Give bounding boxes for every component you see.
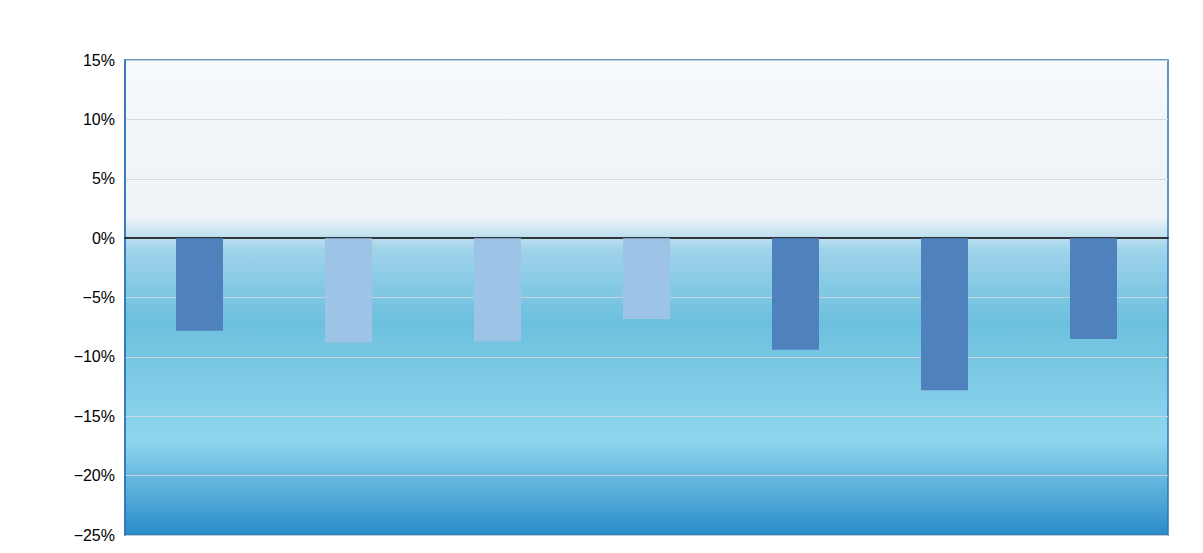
svg-text:−15%: −15%: [74, 408, 115, 425]
svg-text:15%: 15%: [83, 52, 115, 69]
svg-text:−5%: −5%: [83, 289, 115, 306]
svg-text:−20%: −20%: [74, 467, 115, 484]
svg-text:0%: 0%: [92, 230, 115, 247]
svg-text:10%: 10%: [83, 111, 115, 128]
svg-text:−10%: −10%: [74, 348, 115, 365]
svg-text:−25%: −25%: [74, 527, 115, 544]
svg-text:5%: 5%: [92, 170, 115, 187]
